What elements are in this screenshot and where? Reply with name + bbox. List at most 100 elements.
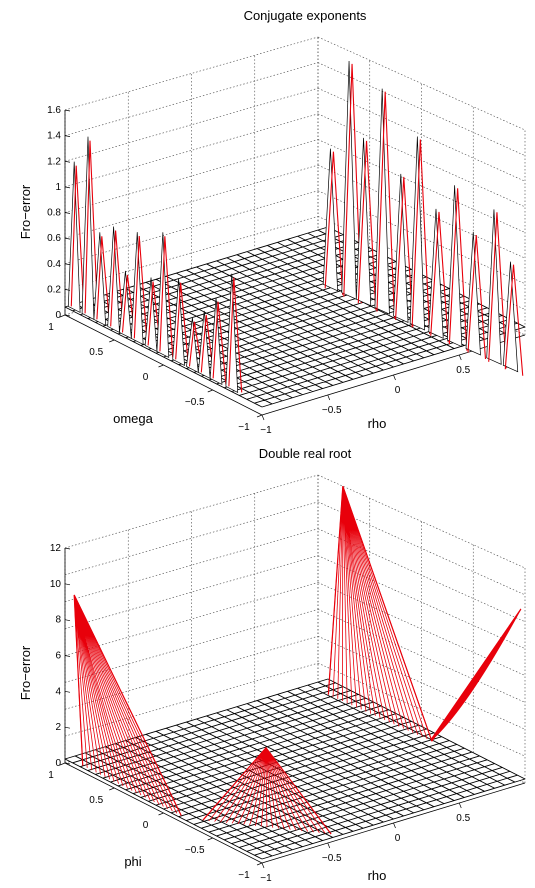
z-tick: [64, 109, 71, 112]
y-tick-label: 0.5: [456, 365, 470, 376]
wall-gridline: [317, 662, 526, 757]
x-axis-label: omega: [113, 411, 154, 426]
x-tick-label: −1: [238, 422, 250, 433]
surface-plot-conjugate: Conjugate exponents Fro−error omega rho …: [18, 8, 526, 436]
tick-labels: 0 2 4 6 8 10 12 1 0.5 0 −0.5 −1 −1 −0.5 0 0.5: [48, 543, 470, 884]
y-axis-label: rho: [368, 416, 387, 431]
z-tick-label: 0.6: [47, 233, 61, 244]
y-tick: [393, 374, 396, 381]
z-tick: [64, 135, 71, 137]
x-tick: [109, 339, 115, 343]
z-tick: [64, 263, 71, 266]
x-tick-label: 1: [48, 770, 54, 781]
z-tick-label: 0.8: [47, 208, 61, 219]
peak-right: [486, 209, 502, 365]
peak-left-red: [96, 236, 111, 326]
z-tick-label: 6: [55, 651, 61, 662]
wall-gridline: [317, 87, 526, 182]
peak-right-red: [395, 176, 414, 327]
x-tick: [59, 314, 66, 318]
wall-gridline: [317, 164, 526, 259]
z-tick: [64, 762, 71, 765]
peak-right-red: [376, 91, 395, 319]
x-tick-label: −0.5: [185, 845, 205, 856]
y-tick-label: 0.5: [456, 813, 470, 824]
peaks: [67, 60, 524, 393]
chart-title: Conjugate exponents: [244, 8, 367, 23]
y-tick-label: 0: [395, 385, 401, 396]
z-tick: [64, 160, 71, 163]
wing-back-left-edge: [73, 594, 182, 816]
x-tick-label: 0: [143, 372, 149, 383]
z-tick: [64, 314, 71, 317]
z-tick: [64, 212, 71, 214]
x-tick-label: 1: [48, 322, 54, 333]
x-tick-label: 0.5: [89, 347, 103, 358]
z-tick-label: 1: [55, 182, 61, 193]
z-tick: [64, 186, 71, 189]
peak-left-red: [228, 277, 243, 393]
y-tick-label: −0.5: [322, 853, 342, 864]
wing-back-right-edge: [327, 485, 433, 742]
z-tick: [64, 289, 71, 291]
x-tick-label: −1: [238, 870, 250, 881]
peak-right-red: [488, 212, 507, 369]
peak-left-red: [133, 236, 148, 345]
peak-right: [447, 185, 463, 348]
peak-left-red: [159, 236, 174, 358]
peak-right-red: [343, 63, 362, 304]
z-tick-label: 1.4: [47, 131, 61, 142]
peak-right-red: [504, 264, 524, 376]
z-tick-label: 1.2: [47, 156, 61, 167]
z-axis-label: Fro−error: [18, 184, 33, 239]
z-tick-label: 0.2: [47, 284, 61, 295]
z-tick: [64, 547, 71, 550]
x-tick-label: 0: [143, 820, 149, 831]
y-tick-label: −0.5: [322, 405, 342, 416]
peak-right: [428, 208, 444, 339]
peak-right: [409, 136, 425, 331]
x-tick: [207, 837, 213, 841]
y-tick: [261, 862, 265, 869]
peak-right-red: [357, 140, 377, 310]
tick-labels: 0 0.2 0.4 0.6 0.8 1 1.2 1.4 1.6 1 0.5 0 −0.5 −1 −1 −0.5…: [47, 105, 471, 436]
peak-left-red: [212, 301, 227, 385]
peak-left: [186, 317, 199, 374]
peak-left-red: [110, 230, 125, 333]
x-tick: [207, 389, 213, 393]
peak-right-red: [430, 211, 449, 343]
y-tick-label: −1: [260, 873, 272, 884]
peak-right: [393, 173, 409, 324]
z-tick-label: 10: [50, 579, 62, 590]
y-tick-label: −1: [260, 425, 272, 436]
red-surface: [73, 485, 522, 835]
y-tick: [327, 842, 331, 849]
z-axis-label: Fro−error: [18, 645, 33, 700]
wall-gridline: [317, 501, 526, 596]
x-tick: [256, 862, 263, 866]
y-axis-label: rho: [368, 868, 387, 883]
y-tick-label: 0: [395, 833, 401, 844]
peak-left-red: [84, 140, 99, 320]
x-tick: [158, 812, 164, 816]
peak-right: [374, 88, 390, 315]
x-tick: [59, 762, 66, 766]
chart-title: Double real root: [259, 446, 352, 461]
z-tick: [64, 690, 71, 693]
x-axis-label: phi: [124, 854, 141, 869]
peak-right: [341, 60, 357, 300]
y-tick: [458, 354, 462, 361]
z-tick-label: 8: [55, 615, 61, 626]
x-tick: [109, 787, 115, 791]
z-tick-label: 0.4: [47, 259, 61, 270]
z-tick: [64, 726, 71, 729]
y-tick: [261, 414, 265, 421]
wall-gridline: [317, 190, 526, 285]
x-tick-label: 0.5: [89, 795, 103, 806]
z-tick-label: 0: [55, 310, 61, 321]
z-tick-label: 12: [50, 543, 62, 554]
x-tick: [158, 364, 164, 368]
z-tick: [64, 655, 71, 657]
z-tick: [64, 619, 71, 622]
